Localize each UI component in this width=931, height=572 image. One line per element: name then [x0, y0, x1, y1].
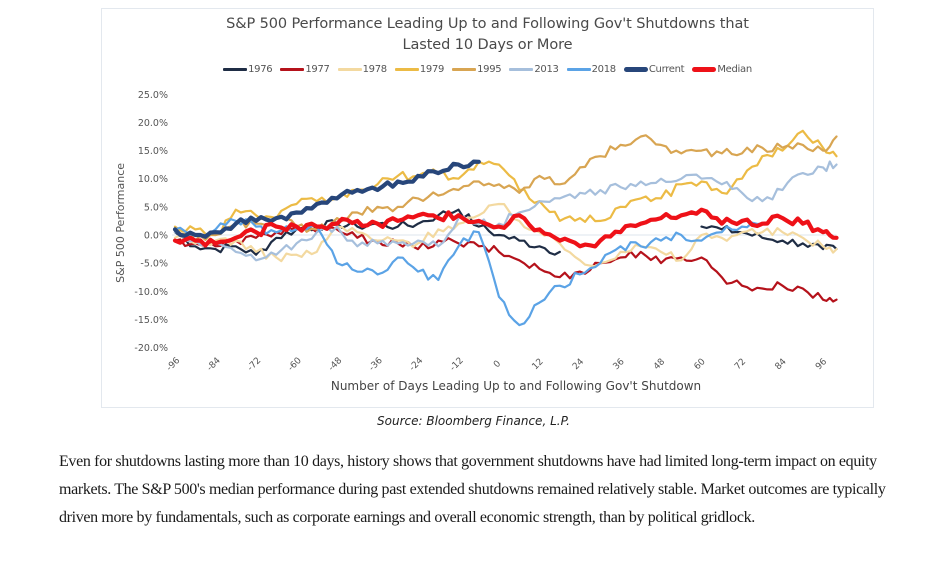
x-tick-label: 12	[531, 357, 546, 372]
x-tick-label: 0	[492, 359, 503, 370]
line-chart: 25.0% 20.0% 15.0% 10.0% 5.0% 0.0% -5.0% -10.0% -…	[114, 90, 839, 393]
series-line-2013	[173, 160, 838, 262]
chart-legend: 1976 1977 1978 1979 1995 2013 2018 Current Media…	[101, 64, 874, 75]
legend-item-median: Median	[692, 64, 752, 75]
legend-label: 1979	[419, 64, 445, 75]
legend-item-2013: 2013	[509, 64, 559, 75]
x-tick-label: 60	[693, 357, 708, 372]
series-line-1978	[173, 202, 838, 268]
x-tick-label: -96	[165, 356, 183, 374]
y-tick-label: 10.0%	[138, 174, 168, 185]
x-tick-label: 96	[814, 357, 829, 372]
legend-item-current: Current	[623, 64, 685, 75]
legend-swatch	[223, 68, 248, 71]
chart-title-line-1: S&P 500 Performance Leading Up to and Fo…	[226, 16, 749, 32]
legend-swatch	[280, 68, 305, 71]
y-tick-label: -5.0%	[140, 259, 168, 270]
legend-label: 1976	[248, 64, 273, 75]
y-tick-label: 20.0%	[138, 118, 168, 129]
x-tick-label: -84	[205, 356, 223, 374]
y-tick-label: 25.0%	[138, 90, 168, 101]
legend-item-1978: 1978	[337, 64, 388, 75]
series-line-1979	[173, 129, 838, 237]
y-tick-label: -15.0%	[134, 315, 168, 326]
x-tick-label: 36	[612, 357, 627, 372]
body-paragraph: Even for shutdowns lasting more than 10 …	[59, 453, 886, 526]
x-tick-label: -24	[408, 356, 426, 374]
series-line-2018	[173, 218, 764, 327]
legend-swatch	[337, 68, 362, 71]
legend-swatch	[509, 68, 534, 71]
legend-label: Current	[648, 64, 685, 75]
y-tick-label: 0.0%	[144, 231, 168, 242]
legend-label: Median	[717, 64, 752, 75]
legend-swatch	[623, 67, 648, 72]
x-tick-label: -48	[327, 356, 345, 374]
legend-label: 2018	[591, 64, 617, 75]
series-line-current	[172, 159, 481, 239]
x-tick-label: 24	[571, 357, 586, 372]
legend-swatch	[692, 67, 717, 72]
x-tick-label: 84	[774, 357, 789, 372]
x-tick-label: -12	[448, 356, 465, 373]
source-caption: Source: Bloomberg Finance, L.P.	[377, 414, 570, 428]
x-axis-label: Number of Days Leading Up to and Followi…	[331, 379, 701, 393]
y-axis-label: S&P 500 Performance	[114, 163, 127, 283]
legend-label: 1995	[477, 64, 502, 75]
x-tick-label: -36	[367, 356, 385, 374]
legend-label: 2013	[534, 64, 559, 75]
chart-title-line-2: Lasted 10 Days or More	[402, 37, 573, 53]
y-tick-label: 15.0%	[138, 146, 168, 157]
legend-label: 1978	[362, 64, 388, 75]
legend-swatch	[566, 68, 591, 71]
x-tick-label: 72	[733, 357, 748, 372]
legend-swatch	[452, 68, 477, 71]
legend-item-1995: 1995	[452, 64, 502, 75]
x-tick-label: 48	[652, 357, 667, 372]
legend-item-1976: 1976	[223, 64, 273, 75]
legend-swatch	[394, 68, 419, 71]
y-tick-label: 5.0%	[144, 202, 168, 213]
legend-label: 1977	[305, 64, 330, 75]
legend-item-2018: 2018	[566, 64, 617, 75]
y-tick-label: -10.0%	[134, 287, 168, 298]
x-tick-label: -72	[246, 356, 263, 373]
series-line-median	[172, 207, 839, 249]
legend-item-1979: 1979	[394, 64, 445, 75]
y-tick-label: -20.0%	[134, 343, 168, 354]
legend-item-1977: 1977	[280, 64, 330, 75]
x-tick-label: -60	[286, 356, 304, 374]
chart-title: S&P 500 Performance Leading Up to and Fo…	[101, 14, 874, 56]
